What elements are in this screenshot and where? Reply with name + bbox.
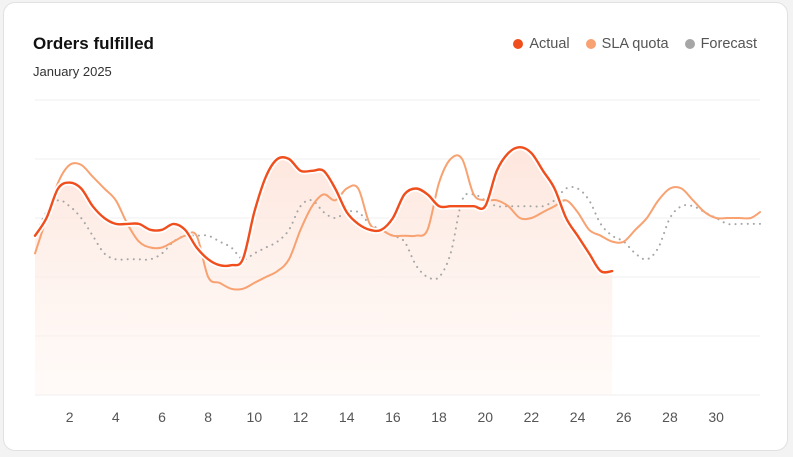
- x-tick-label: 14: [339, 409, 355, 425]
- legend: Actual SLA quota Forecast: [513, 36, 757, 52]
- legend-dot-forecast: [684, 39, 695, 49]
- x-tick-label: 10: [247, 409, 263, 425]
- x-tick-label: 2: [66, 409, 74, 425]
- x-tick-label: 18: [431, 409, 447, 425]
- series-line-sla-quota[interactable]: [34, 154, 761, 291]
- legend-item-actual[interactable]: Actual: [513, 36, 570, 52]
- x-axis-ticks: 2 4 6 8 10 12 14 16 18 20 22 24 26 28 30: [66, 409, 724, 425]
- x-tick-label: 22: [524, 409, 540, 425]
- legend-label-actual: Actual: [529, 36, 570, 52]
- area-layer: [35, 147, 613, 395]
- legend-label-forecast: Forecast: [700, 36, 757, 52]
- x-tick-label: 24: [570, 409, 586, 425]
- legend-dot-sla-quota: [585, 39, 596, 49]
- legend-dot-actual: [513, 39, 524, 49]
- x-tick-label: 16: [385, 409, 401, 425]
- legend-item-sla-quota[interactable]: SLA quota: [585, 36, 669, 52]
- legend-label-sla-quota: SLA quota: [601, 36, 669, 52]
- x-tick-label: 4: [112, 409, 120, 425]
- x-tick-label: 28: [662, 409, 678, 425]
- legend-item-forecast[interactable]: Forecast: [684, 36, 757, 52]
- x-tick-label: 20: [477, 409, 493, 425]
- series-line-forecast[interactable]: [34, 186, 761, 281]
- series-line-actual[interactable]: [33, 146, 614, 274]
- x-tick-label: 12: [293, 409, 309, 425]
- chart-subtitle: January 2025: [33, 64, 112, 79]
- series-area-actual: [35, 147, 613, 395]
- series-lines: [32, 144, 761, 291]
- x-tick-label: 8: [204, 409, 212, 425]
- chart-title: Orders fulfilled: [33, 34, 154, 53]
- x-tick-label: 26: [616, 409, 632, 425]
- x-tick-label: 6: [158, 409, 166, 425]
- x-tick-label: 30: [708, 409, 724, 425]
